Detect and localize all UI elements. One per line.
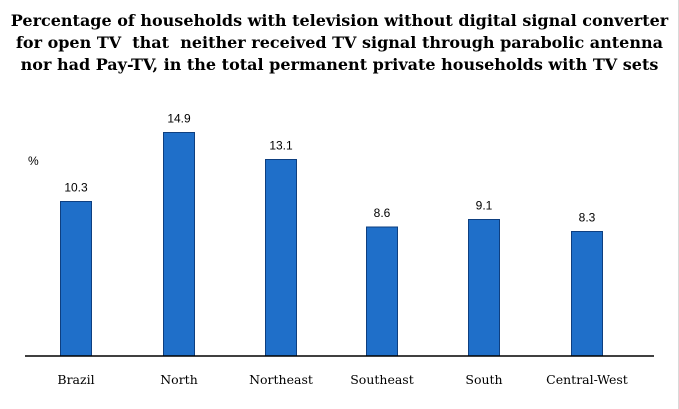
- value-labels-layer: 10.3 14.9 13.1 8.6 9.1 8.3: [64, 112, 595, 225]
- value-label-brazil: 10.3: [64, 181, 88, 195]
- chart-title-line-1: Percentage of households with television…: [10, 11, 669, 30]
- bar-central-west: [571, 231, 603, 357]
- chart-title-line-2: for open TV that neither received TV sig…: [16, 33, 663, 52]
- value-label-south: 9.1: [476, 199, 493, 213]
- value-label-northeast: 13.1: [269, 139, 293, 153]
- value-label-north: 14.9: [167, 112, 191, 126]
- bars-layer: [60, 132, 603, 357]
- category-label-brazil: Brazil: [57, 372, 94, 387]
- category-label-north: North: [160, 372, 198, 387]
- chart-title: Percentage of households with television…: [0, 10, 679, 76]
- category-labels-layer: Brazil North Northeast Southeast South Centra…: [57, 372, 627, 387]
- bar-northeast: [265, 159, 297, 357]
- bar-southeast: [366, 226, 398, 357]
- bar-brazil: [60, 201, 92, 357]
- bar-south: [468, 219, 500, 357]
- bar-north: [163, 132, 195, 357]
- y-axis-unit-label: %: [28, 154, 39, 168]
- category-label-northeast: Northeast: [249, 372, 313, 387]
- category-label-south: South: [465, 372, 502, 387]
- value-label-central-west: 8.3: [579, 211, 596, 225]
- category-label-central-west: Central-West: [546, 372, 628, 387]
- category-label-southeast: Southeast: [350, 372, 414, 387]
- chart-title-line-3: nor had Pay-TV, in the total permanent p…: [20, 55, 659, 74]
- value-label-southeast: 8.6: [374, 206, 391, 220]
